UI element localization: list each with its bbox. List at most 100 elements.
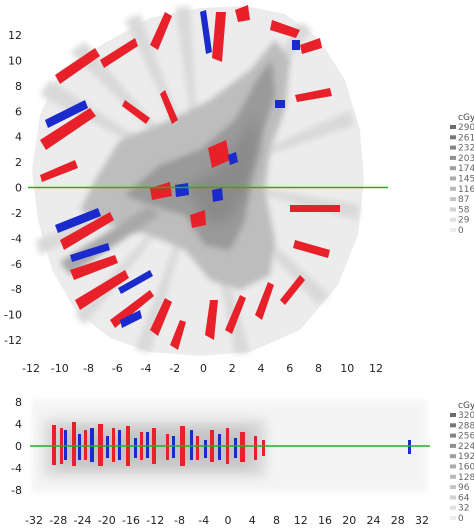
top-x-tick-label: -6 bbox=[112, 362, 123, 375]
top-legend-label: 290 bbox=[458, 123, 474, 133]
bottom-legend-swatch bbox=[450, 505, 456, 510]
bottom-x-tick-label: -8 bbox=[174, 514, 185, 527]
top-x-ticks: -12 -10 -8 -6 -4 -2 0 2 4 6 8 10 12 bbox=[22, 362, 383, 375]
top-x-tick-label: 2 bbox=[229, 362, 236, 375]
top-y-tick-label: 10 bbox=[8, 54, 22, 67]
top-legend-label: 0 bbox=[458, 226, 464, 236]
top-x-tick-label: -12 bbox=[22, 362, 40, 375]
bottom-legend-title: cGy bbox=[458, 401, 474, 411]
bottom-y-tick-label: -4 bbox=[11, 462, 22, 475]
bottom-x-tick-label: 32 bbox=[415, 514, 429, 527]
top-legend-title: cGy bbox=[458, 113, 474, 123]
bottom-legend-swatch bbox=[450, 464, 456, 469]
top-legend-swatch bbox=[450, 186, 456, 191]
bottom-legend-label: 320 bbox=[458, 411, 474, 421]
top-x-tick-label: -4 bbox=[141, 362, 152, 375]
bottom-x-tick-label: -16 bbox=[122, 514, 140, 527]
top-x-tick-label: 10 bbox=[340, 362, 354, 375]
top-legend-swatch bbox=[450, 197, 456, 202]
top-y-tick-label: -4 bbox=[11, 232, 22, 245]
top-legend-label: 145 bbox=[458, 175, 474, 185]
bottom-legend-swatch bbox=[450, 423, 456, 428]
bottom-x-tick-label: -28 bbox=[49, 514, 67, 527]
bottom-y-tick-label: 0 bbox=[15, 440, 22, 453]
bottom-legend-swatch bbox=[450, 474, 456, 479]
top-x-tick-label: -8 bbox=[83, 362, 94, 375]
bottom-legend-label: 64 bbox=[458, 493, 470, 503]
bottom-x-tick-label: -20 bbox=[98, 514, 116, 527]
top-diff-blue bbox=[45, 10, 300, 328]
bottom-legend-label: 0 bbox=[458, 514, 464, 524]
top-legend-swatch bbox=[450, 228, 456, 232]
top-y-tick-label: 0 bbox=[15, 182, 22, 195]
bottom-legend-swatch bbox=[450, 485, 456, 490]
top-legend-label: 203 bbox=[458, 154, 474, 164]
bottom-legend-label: 288 bbox=[458, 421, 474, 431]
top-legend-label: 116 bbox=[458, 185, 474, 195]
top-x-tick-label: -10 bbox=[51, 362, 69, 375]
top-legend-label: 87 bbox=[458, 195, 469, 205]
top-x-tick-label: -2 bbox=[169, 362, 180, 375]
bottom-x-tick-label: 28 bbox=[391, 514, 405, 527]
bottom-legend-label: 224 bbox=[458, 442, 474, 452]
bottom-legend-swatch bbox=[450, 433, 456, 438]
bottom-legend-swatch bbox=[450, 495, 456, 500]
top-y-tick-label: 8 bbox=[15, 80, 22, 93]
top-diff-red bbox=[40, 5, 340, 350]
top-legend-swatch bbox=[450, 145, 456, 150]
top-legend-label: 232 bbox=[458, 144, 474, 154]
bottom-diff-blue bbox=[64, 428, 411, 462]
top-x-tick-label: 6 bbox=[286, 362, 293, 375]
bottom-x-tick-label: -32 bbox=[25, 514, 43, 527]
top-legend-swatch bbox=[450, 155, 456, 160]
bottom-x-tick-label: 4 bbox=[249, 514, 256, 527]
top-legend-swatch bbox=[450, 135, 456, 140]
bottom-x-tick-label: 16 bbox=[318, 514, 332, 527]
top-legend-swatch bbox=[450, 125, 456, 129]
top-x-tick-label: 8 bbox=[315, 362, 322, 375]
bottom-legend-swatch bbox=[450, 413, 456, 417]
top-y-tick-label: 6 bbox=[15, 105, 22, 118]
bottom-x-tick-label: 20 bbox=[342, 514, 356, 527]
bottom-x-ticks: -32 -28 -24 -20 -16 -12 -8 -4 0 4 8 12 16 20 24 28 32 bbox=[25, 514, 429, 527]
top-legend-label: 261 bbox=[458, 133, 474, 143]
bottom-legend-swatch bbox=[450, 516, 456, 520]
bottom-x-tick-label: 12 bbox=[294, 514, 308, 527]
bottom-legend-label: 160 bbox=[458, 463, 474, 473]
bottom-legend-label: 96 bbox=[458, 483, 470, 493]
top-field-peak bbox=[185, 110, 258, 225]
top-y-tick-label: -12 bbox=[4, 334, 22, 347]
bottom-legend-swatch bbox=[450, 454, 456, 459]
top-y-ticks: 12 10 8 6 4 2 0 -2 -4 -6 -8 -10 -12 bbox=[4, 29, 22, 347]
bottom-legend-label: 192 bbox=[458, 452, 474, 462]
bottom-legend-label: 128 bbox=[458, 473, 474, 483]
top-y-tick-label: -8 bbox=[11, 283, 22, 296]
top-y-tick-label: 4 bbox=[15, 131, 22, 144]
bottom-x-tick-label: -4 bbox=[198, 514, 209, 527]
top-x-tick-label: 4 bbox=[258, 362, 265, 375]
top-y-tick-label: -2 bbox=[11, 207, 22, 220]
bottom-y-ticks: 8 4 0 -4 -8 bbox=[11, 396, 22, 497]
top-y-tick-label: -6 bbox=[11, 258, 22, 271]
top-legend-swatch bbox=[450, 207, 456, 212]
top-y-tick-label: 12 bbox=[8, 29, 22, 42]
bottom-y-tick-label: 8 bbox=[15, 396, 22, 409]
top-legend-label: 174 bbox=[458, 164, 474, 174]
top-x-tick-label: 12 bbox=[369, 362, 383, 375]
bottom-x-tick-label: 0 bbox=[225, 514, 232, 527]
top-dose-map bbox=[32, 5, 364, 356]
bottom-y-tick-label: -8 bbox=[11, 484, 22, 497]
top-x-tick-label: 0 bbox=[200, 362, 207, 375]
bottom-x-tick-label: 8 bbox=[273, 514, 280, 527]
bottom-y-tick-label: 4 bbox=[15, 418, 22, 431]
bottom-x-tick-label: 24 bbox=[367, 514, 381, 527]
bottom-legend-swatch bbox=[450, 443, 456, 448]
top-y-tick-label: 2 bbox=[15, 156, 22, 169]
bottom-legend-label: 256 bbox=[458, 432, 474, 442]
bottom-x-tick-label: -12 bbox=[146, 514, 164, 527]
top-legend-swatch bbox=[450, 217, 456, 222]
top-legend-label: 29 bbox=[458, 216, 470, 226]
bottom-x-tick-label: -24 bbox=[74, 514, 92, 527]
